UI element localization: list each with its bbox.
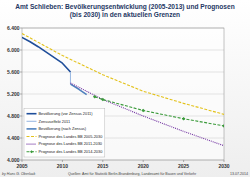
y-tick [20,50,22,51]
y-tick-label: 5.600 [7,69,20,75]
legend-box [24,108,105,157]
y-tick-label: 6.000 [7,47,20,53]
grid-line [22,72,224,73]
y-tick [20,72,22,73]
y-tick-label: 5.200 [7,91,20,97]
series-group [22,34,224,146]
author: by Hans G. Oberlack [2,172,36,176]
series-line [95,97,224,126]
x-tick-label: 2010 [57,163,68,169]
y-tick [20,116,22,117]
y-tick-label: 6.400 [7,25,20,31]
series-line [70,84,86,94]
y-tick [20,138,22,139]
x-tick-label: 2005 [16,163,27,169]
title: Amt Schlieben: Bevölkerungsentwicklung (… [15,3,234,19]
legend-label: Bevölkerung (nach Zensus) [39,126,87,131]
legend-swatch [27,121,37,122]
legend-swatch [27,151,37,152]
x-tick-label: 2030 [218,163,229,169]
legend-swatch [27,113,37,115]
legend-marker [30,150,33,153]
legend-swatch [27,128,37,130]
y-tick [20,160,22,161]
y-tick [20,28,22,29]
legend-swatch [27,136,37,137]
series-line [22,34,224,115]
series-line [22,37,70,72]
background [0,0,250,177]
legend-label: Prognose des Landes BB 2011-2030 [39,141,103,146]
y-tick-label: 4.800 [7,113,20,119]
legend-label: Prognose des Landes BB 2005-2030 [39,134,104,139]
y-tick [20,94,22,95]
y-tick-label: 4.400 [7,135,20,141]
legend-swatch [27,144,37,145]
series-marker [141,109,145,113]
legend-label: Bevölkerung (vor Zensus 2011) [39,111,94,116]
title-line: (bis 2030) in den aktuellen Grenzen [70,11,180,19]
source: Quellen: Amt für Statistik Berlin-Brande… [68,172,197,176]
plot-frame [22,28,224,160]
x-tick-label: 2025 [178,163,189,169]
x-tick-label: 2020 [138,163,149,169]
series-marker [93,95,97,99]
series-marker [182,117,186,121]
date: 13.07.2014 [230,172,248,176]
legend: Bevölkerung (vor Zensus 2011) Zensuseffek… [24,108,105,157]
series-line [70,72,71,84]
legend-label: Zensuseffekt 2011 [39,119,71,124]
plot-area [22,28,224,160]
series-marker [222,124,224,128]
grid-line [22,94,224,95]
chart: Amt Schlieben: Bevölkerungsentwicklung (… [0,0,250,177]
legend-label: Prognose des Landes BB 2014-2030 [39,149,104,154]
series-marker [101,98,105,102]
x-tick-label: 2015 [97,163,108,169]
